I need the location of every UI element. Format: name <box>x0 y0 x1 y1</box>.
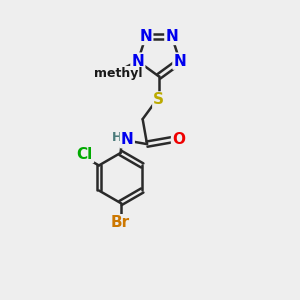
Text: methyl: methyl <box>94 67 143 80</box>
Text: N: N <box>140 29 152 44</box>
Text: S: S <box>153 92 164 107</box>
Text: N: N <box>131 54 144 69</box>
Text: N: N <box>121 132 134 147</box>
Text: N: N <box>173 54 186 69</box>
Text: O: O <box>172 132 185 147</box>
Text: Cl: Cl <box>77 147 93 162</box>
Text: H: H <box>112 131 122 144</box>
Text: N: N <box>165 29 178 44</box>
Text: Br: Br <box>111 215 130 230</box>
